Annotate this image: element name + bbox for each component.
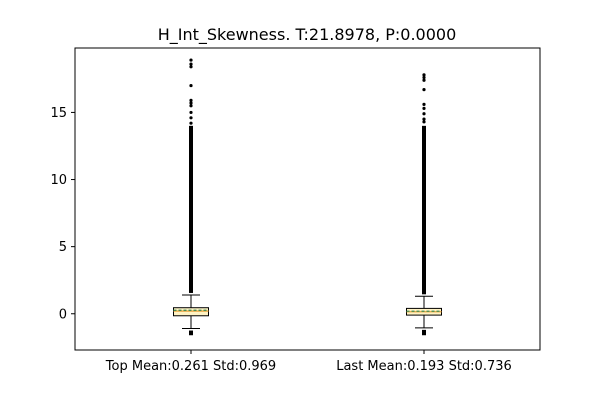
outlier-point xyxy=(189,58,193,62)
outlier-point xyxy=(422,120,426,124)
y-tick-label: 15 xyxy=(50,106,67,121)
outlier-point xyxy=(422,106,426,110)
y-tick-label: 5 xyxy=(59,240,67,255)
y-axis: 0 5 10 15 xyxy=(50,106,75,322)
outlier-point xyxy=(189,104,193,108)
outlier-dense-upper xyxy=(422,125,426,295)
axes-frame xyxy=(74,47,541,351)
outlier-dense-upper xyxy=(189,125,193,293)
y-tick-label: 10 xyxy=(50,173,67,188)
outlier-point xyxy=(422,117,426,121)
box-group xyxy=(173,58,209,336)
outlier-point xyxy=(189,121,193,125)
chart-title: H_Int_Skewness. T:21.8978, P:0.0000 xyxy=(158,25,457,45)
plot-area xyxy=(173,58,442,336)
y-tick-label: 0 xyxy=(59,307,67,322)
x-tick-label: Top Mean:0.261 Std:0.969 xyxy=(105,359,276,374)
outlier-point xyxy=(189,98,193,102)
outlier-point xyxy=(189,101,193,105)
outlier-point xyxy=(422,102,426,106)
outlier-point xyxy=(422,78,426,82)
outlier-point xyxy=(422,75,426,80)
outlier-point xyxy=(422,88,426,92)
outlier-dense-lower xyxy=(189,330,193,336)
outlier-point xyxy=(422,112,426,116)
outlier-point xyxy=(189,116,193,120)
box-iqr xyxy=(173,307,209,317)
x-axis: Top Mean:0.261 Std:0.969 Last Mean:0.193 … xyxy=(105,350,512,374)
x-tick-label: Last Mean:0.193 Std:0.736 xyxy=(336,359,512,374)
outlier-point xyxy=(189,110,193,115)
outlier-point xyxy=(189,62,193,66)
outlier-point xyxy=(189,83,193,88)
outlier-point xyxy=(189,65,193,69)
outlier-dense-lower xyxy=(422,329,426,336)
outlier-point xyxy=(422,73,426,77)
box-group xyxy=(406,73,442,336)
